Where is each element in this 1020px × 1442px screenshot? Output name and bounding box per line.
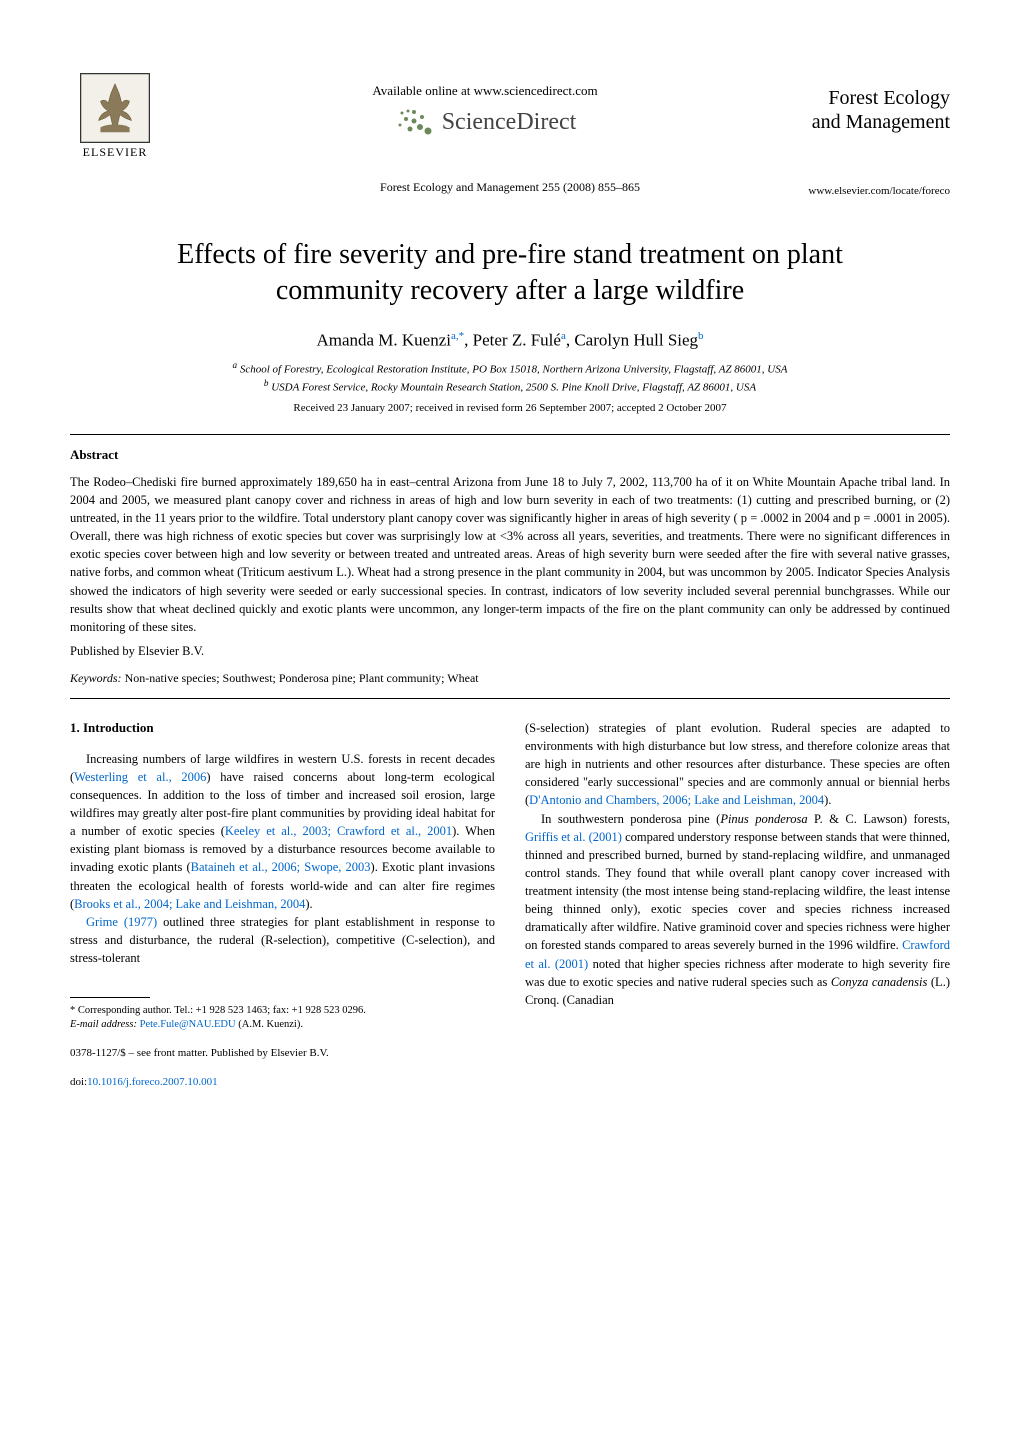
ref-link[interactable]: Griffis et al. (2001) xyxy=(525,830,622,844)
author3: , Carolyn Hull Sieg xyxy=(566,330,698,349)
ref-link[interactable]: Brooks et al., 2004; Lake and Leishman, … xyxy=(74,897,305,911)
header-row: ELSEVIER Available online at www.science… xyxy=(70,60,950,160)
email-link[interactable]: Pete.Fule@NAU.EDU xyxy=(137,1019,236,1030)
platform-name: ScienceDirect xyxy=(442,109,577,136)
elsevier-tree-icon xyxy=(80,73,150,143)
ref-link[interactable]: Bataineh et al., 2006; Swope, 2003 xyxy=(191,860,371,874)
species-name: Conyza canadensis xyxy=(831,975,928,989)
author3-sup: b xyxy=(698,330,704,342)
author1-sup: a,* xyxy=(451,330,464,342)
journal-title: Forest Ecology and Management xyxy=(810,86,950,134)
left-column: 1. Introduction Increasing numbers of la… xyxy=(70,719,495,1092)
title-line2: community recovery after a large wildfir… xyxy=(276,275,744,306)
keywords: Keywords: Non-native species; Southwest;… xyxy=(70,671,950,686)
ref-link[interactable]: Grime (1977) xyxy=(86,915,157,929)
intro-p3: In southwestern ponderosa pine (Pinus po… xyxy=(525,810,950,1009)
abstract-text: The Rodeo–Chediski fire burned approxima… xyxy=(70,473,950,636)
intro-heading: 1. Introduction xyxy=(70,719,495,738)
publisher-name: ELSEVIER xyxy=(83,145,148,160)
ref-link[interactable]: Keeley et al., 2003; Crawford et al., 20… xyxy=(225,824,452,838)
two-column-body: 1. Introduction Increasing numbers of la… xyxy=(70,719,950,1092)
received-dates: Received 23 January 2007; received in re… xyxy=(70,402,950,414)
right-column: (S-selection) strategies of plant evolut… xyxy=(525,719,950,1092)
ref-link[interactable]: Westerling et al., 2006 xyxy=(74,770,206,784)
doi-link[interactable]: 10.1016/j.foreco.2007.10.001 xyxy=(87,1076,217,1088)
author2: , Peter Z. Fulé xyxy=(464,330,561,349)
published-by: Published by Elsevier B.V. xyxy=(70,644,950,659)
article-title: Effects of fire severity and pre-fire st… xyxy=(70,237,950,310)
email-label: E-mail address: xyxy=(70,1019,137,1030)
sciencedirect-icon xyxy=(394,107,434,137)
intro-p2: Grime (1977) outlined three strategies f… xyxy=(70,913,495,967)
keywords-text: Non-native species; Southwest; Ponderosa… xyxy=(122,671,479,685)
divider xyxy=(70,434,950,435)
footnote-divider xyxy=(70,997,150,998)
affiliation-b: b USDA Forest Service, Rocky Mountain Re… xyxy=(70,378,950,394)
authors: Amanda M. Kuenzia,*, Peter Z. Fuléa, Car… xyxy=(70,330,950,351)
copyright-line: 0378-1127/$ – see front matter. Publishe… xyxy=(70,1046,495,1062)
center-header: Available online at www.sciencedirect.co… xyxy=(160,83,810,137)
author1: Amanda M. Kuenzi xyxy=(316,330,451,349)
elsevier-logo: ELSEVIER xyxy=(70,60,160,160)
affiliation-a: a School of Forestry, Ecological Restora… xyxy=(70,360,950,376)
intro-p2-cont: (S-selection) strategies of plant evolut… xyxy=(525,719,950,810)
email-footnote: E-mail address: Pete.Fule@NAU.EDU (A.M. … xyxy=(70,1018,495,1032)
ref-link[interactable]: D'Antonio and Chambers, 2006; Lake and L… xyxy=(529,793,824,807)
species-name: Pinus ponderosa xyxy=(720,812,807,826)
sciencedirect-logo: ScienceDirect xyxy=(160,107,810,137)
intro-p1: Increasing numbers of large wildfires in… xyxy=(70,750,495,913)
available-online-text: Available online at www.sciencedirect.co… xyxy=(160,83,810,99)
corresponding-author-footnote: * Corresponding author. Tel.: +1 928 523… xyxy=(70,1004,495,1018)
divider xyxy=(70,698,950,699)
title-line1: Effects of fire severity and pre-fire st… xyxy=(177,239,843,270)
keywords-label: Keywords: xyxy=(70,671,122,685)
abstract-heading: Abstract xyxy=(70,447,950,463)
doi-line: doi:10.1016/j.foreco.2007.10.001 xyxy=(70,1075,495,1091)
